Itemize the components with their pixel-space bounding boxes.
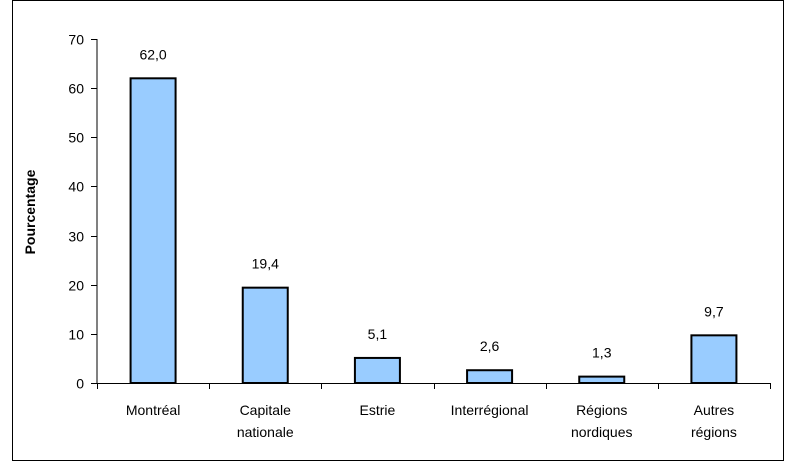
x-tick-labels: Montréal Capitale nationale Estrie Interrégi…	[126, 402, 737, 440]
y-tick-label: 20	[68, 278, 84, 294]
x-tick-label: régions	[691, 424, 737, 440]
data-label: 9,7	[704, 303, 724, 319]
x-axis	[97, 383, 771, 389]
x-tick-label: Capitale	[240, 402, 292, 418]
bar	[466, 369, 514, 385]
x-tick-label: nordiques	[571, 424, 633, 440]
data-label: 19,4	[252, 256, 279, 272]
y-tick-label: 30	[68, 229, 84, 245]
x-tick-label: Estrie	[360, 402, 396, 418]
y-tick-label: 0	[76, 376, 84, 392]
y-axis-label: Pourcentage	[22, 169, 38, 254]
x-tick-label: Régions	[576, 402, 627, 418]
data-label: 2,6	[480, 338, 500, 354]
x-tick-label: Interrégional	[451, 402, 529, 418]
chart-border	[12, 0, 784, 461]
bar	[241, 286, 289, 385]
y-tick-label: 10	[68, 327, 84, 343]
x-tick-label: Montréal	[126, 402, 180, 418]
bar	[129, 77, 177, 384]
bar	[690, 334, 738, 384]
x-tick-label: Autres	[694, 402, 734, 418]
data-label: 62,0	[139, 46, 166, 62]
value-labels: 62,0 19,4 5,1 2,6 1,3 9,7	[139, 46, 723, 360]
bar	[578, 375, 626, 384]
data-label: 5,1	[368, 326, 388, 342]
y-tick-label: 50	[68, 130, 84, 146]
y-tick-label: 40	[68, 179, 84, 195]
data-label: 1,3	[592, 345, 612, 361]
y-tick-label: 60	[68, 81, 84, 97]
y-tick-label: 70	[68, 32, 84, 48]
bars	[129, 77, 738, 385]
x-tick-label: nationale	[237, 424, 294, 440]
bar	[353, 356, 401, 384]
y-axis: 0 10 20 30 40 50 60 70	[68, 32, 98, 392]
